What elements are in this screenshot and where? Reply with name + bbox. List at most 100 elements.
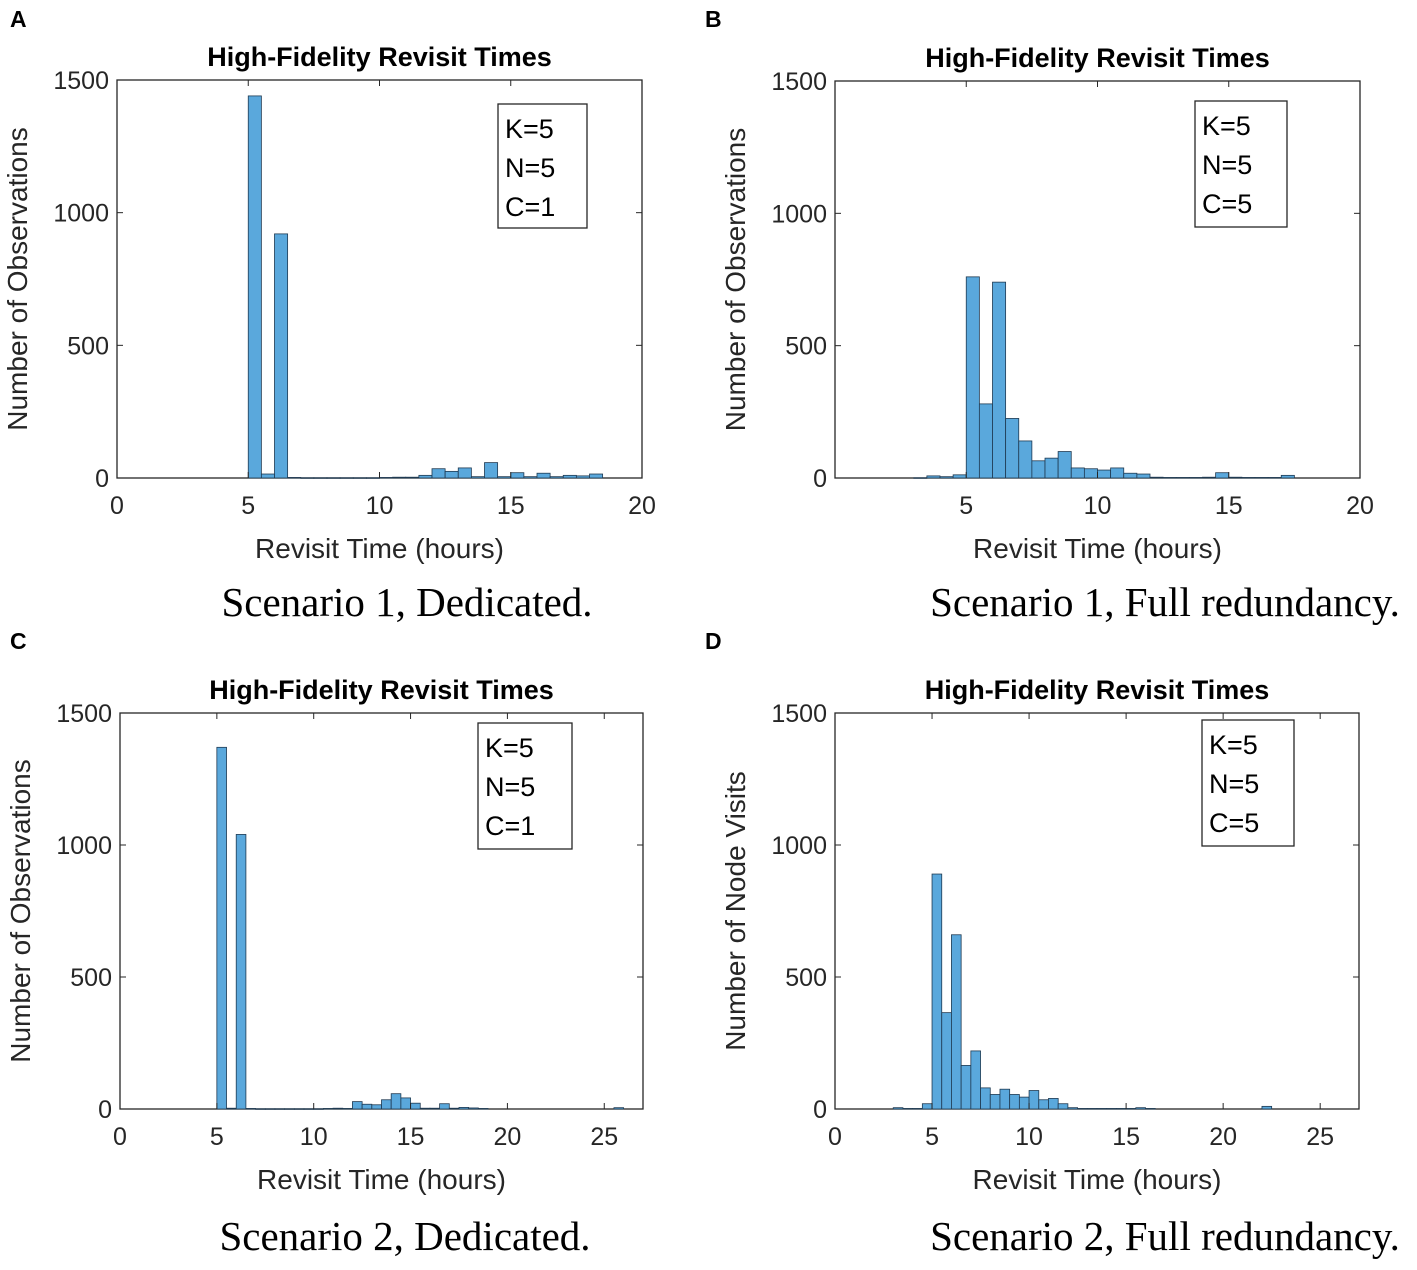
histogram-chart-a: High-Fidelity Revisit Times 0 5 10 15 20 0 500 1… xyxy=(2,42,656,564)
histogram-chart-d: High-Fidelity Revisit Times 0 5 10 15 20 25 0 50… xyxy=(720,675,1360,1195)
histogram-bar xyxy=(575,475,590,479)
y-tick-label: 1500 xyxy=(53,67,109,95)
x-tick-label: 5 xyxy=(925,1123,939,1151)
histogram-bar xyxy=(339,477,354,479)
histogram-bar xyxy=(1110,467,1125,479)
histogram-bar xyxy=(1175,477,1190,479)
legend-entry: K=5 xyxy=(1209,730,1258,760)
histogram-bar xyxy=(326,477,341,479)
histogram-bar xyxy=(274,1108,286,1110)
x-tick-label: 25 xyxy=(1306,1123,1334,1151)
histogram-bar xyxy=(352,1101,363,1110)
histogram-bar xyxy=(264,1108,276,1110)
histogram-bar xyxy=(390,1093,402,1110)
histogram-bar xyxy=(1136,473,1151,479)
histogram-bar xyxy=(1096,1108,1108,1110)
histogram-bar xyxy=(549,476,564,479)
histogram-bar xyxy=(1125,1108,1137,1110)
histogram-bar xyxy=(235,834,247,1110)
x-tick-label: 0 xyxy=(110,492,124,520)
histogram-bar xyxy=(1077,1108,1088,1110)
histogram-bar xyxy=(992,281,1007,479)
caption-c: Scenario 2, Dedicated. xyxy=(219,1213,591,1259)
histogram-bar xyxy=(284,1108,295,1110)
y-tick-label: 500 xyxy=(785,333,827,361)
y-axis-label: Number of Observations xyxy=(720,128,751,431)
y-axis-label: Number of Observations xyxy=(2,127,33,430)
histogram-bar xyxy=(342,1108,353,1110)
histogram-bar xyxy=(431,468,446,479)
x-axis-label: Revisit Time (hours) xyxy=(257,1164,506,1195)
x-tick-label: 0 xyxy=(113,1123,127,1151)
legend-entry: N=5 xyxy=(505,153,555,183)
histogram-bar xyxy=(1106,1108,1117,1110)
caption-a: Scenario 1, Dedicated. xyxy=(221,579,593,625)
histogram-bar xyxy=(410,1102,421,1110)
histogram-bar xyxy=(510,472,525,479)
histogram-bar xyxy=(523,476,538,479)
legend-box xyxy=(497,103,588,229)
histogram-bar xyxy=(255,1108,266,1110)
y-tick-label: 1000 xyxy=(53,200,109,228)
histogram-bar xyxy=(1202,476,1217,479)
histogram-bar xyxy=(1048,1098,1059,1110)
legend-entry: K=5 xyxy=(505,114,554,144)
histogram-bar xyxy=(1018,440,1033,479)
y-tick-label: 0 xyxy=(813,1096,827,1124)
histogram-bar xyxy=(970,1050,981,1110)
histogram-bar xyxy=(1123,472,1138,479)
y-axis-label: Number of Node Visits xyxy=(720,771,751,1051)
x-tick-label: 15 xyxy=(1112,1123,1140,1151)
x-tick-label: 15 xyxy=(497,492,525,520)
histogram-bar xyxy=(1086,1108,1098,1110)
x-tick-label: 15 xyxy=(397,1123,425,1151)
histogram-bar xyxy=(468,1107,479,1110)
histogram-bar xyxy=(381,1099,392,1110)
x-axis-label: Revisit Time (hours) xyxy=(973,1164,1222,1195)
panel-label-a: A xyxy=(10,6,27,32)
histogram-bar xyxy=(484,462,499,479)
legend-entry: C=5 xyxy=(1202,189,1252,219)
histogram-bar xyxy=(1083,468,1098,479)
x-tick-label: 0 xyxy=(828,1123,842,1151)
caption-b: Scenario 1, Full redundancy. xyxy=(930,579,1400,625)
histogram-bar xyxy=(1145,1108,1156,1110)
histogram-bar xyxy=(216,746,227,1110)
histogram-bar xyxy=(1267,477,1282,479)
y-tick-label: 0 xyxy=(95,465,109,493)
histogram-bar xyxy=(470,476,485,479)
x-tick-label: 25 xyxy=(590,1123,618,1151)
histogram-bar xyxy=(1215,472,1230,479)
x-tick-label: 20 xyxy=(628,492,656,520)
histogram-bar xyxy=(457,467,472,479)
histogram-chart-b: High-Fidelity Revisit Times 5 10 15 20 0 500 10… xyxy=(720,43,1374,564)
x-tick-label: 10 xyxy=(1015,1123,1043,1151)
x-tick-label: 5 xyxy=(241,492,255,520)
histogram-bar xyxy=(562,474,577,479)
legend-entry: C=1 xyxy=(505,192,555,222)
y-tick-label: 1000 xyxy=(771,200,827,228)
histogram-bar xyxy=(1057,1103,1069,1110)
legend-entry: C=1 xyxy=(485,811,535,841)
y-tick-label: 1500 xyxy=(56,700,112,728)
histogram-bar xyxy=(300,477,315,479)
histogram-bar xyxy=(589,473,604,479)
panel-label-b: B xyxy=(705,6,722,32)
histogram-bar xyxy=(1228,476,1243,479)
histogram-bar xyxy=(1009,1094,1020,1110)
legend-entry: N=5 xyxy=(485,772,535,802)
y-tick-label: 1000 xyxy=(771,832,827,860)
histogram-bar xyxy=(477,1108,489,1110)
histogram-bar xyxy=(1254,477,1269,479)
histogram-bar xyxy=(989,1094,1001,1110)
histogram-bar xyxy=(1018,1096,1030,1110)
histogram-bar xyxy=(405,476,420,479)
histogram-bar xyxy=(999,1088,1011,1110)
y-axis-label: Number of Observations xyxy=(5,759,36,1062)
histogram-bar xyxy=(1261,1105,1273,1110)
histogram-bar xyxy=(1280,474,1295,479)
x-tick-label: 10 xyxy=(366,492,394,520)
histogram-bar xyxy=(902,1108,914,1110)
histogram-bar xyxy=(1162,477,1177,479)
histogram-bar xyxy=(274,233,289,479)
